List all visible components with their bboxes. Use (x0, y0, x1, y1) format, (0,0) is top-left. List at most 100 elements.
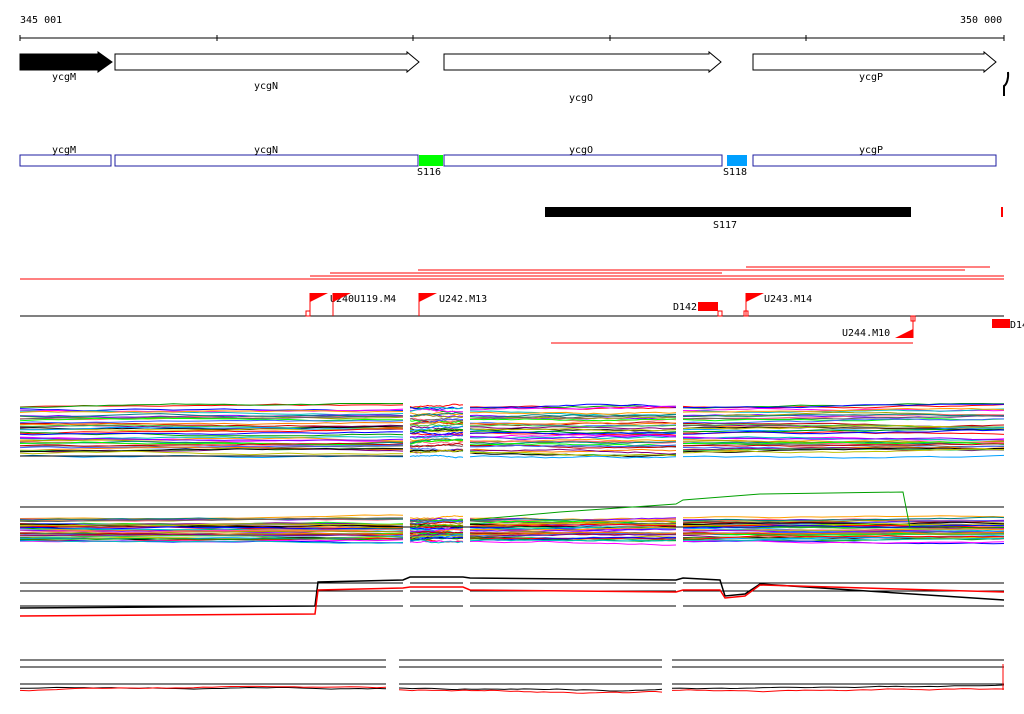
expression-trace (409, 403, 463, 408)
gene-ycgP[interactable]: ycgP (752, 50, 997, 83)
expression-trace (19, 533, 404, 538)
expression-trace (409, 454, 464, 459)
gene-arrow[interactable] (19, 51, 113, 73)
expression-panel-multi-2 (19, 491, 1005, 546)
expression-trace (469, 430, 677, 434)
gene-track: ycgM ycgN ycgO ycgP (19, 50, 1010, 104)
flag-icon[interactable] (419, 293, 437, 302)
gene-arrow[interactable] (752, 50, 997, 74)
expression-trace (469, 444, 677, 448)
segment-ycgM[interactable]: ycgM (19, 145, 112, 167)
expression-trace (409, 406, 463, 413)
flag-icon[interactable] (746, 293, 764, 302)
flag-base (305, 310, 311, 317)
expression-trace (682, 413, 1005, 418)
marker-d142[interactable]: D142 (673, 302, 723, 317)
marker-d14[interactable]: D14 (992, 319, 1024, 331)
expression-panel-reference-2 (19, 659, 1005, 694)
expression-trace (19, 413, 404, 418)
black-trace (671, 684, 1005, 690)
expression-trace (409, 443, 464, 448)
marker-track: U240 U119.M4 U242.M13 D142 U243.M14 (20, 293, 1024, 344)
expression-trace (469, 426, 677, 430)
flag-icon[interactable] (310, 293, 328, 302)
segment-mark-s116[interactable]: S116 (417, 155, 443, 178)
expression-trace (682, 418, 1004, 424)
marker-u243-m14[interactable]: U243.M14 (743, 293, 812, 317)
segment-box[interactable] (114, 154, 419, 167)
flag-icon[interactable] (895, 329, 913, 338)
marker-label: U119.M4 (354, 294, 396, 305)
edge-red-tick (1001, 207, 1003, 217)
expression-trace (19, 431, 404, 437)
box-base (717, 310, 723, 317)
expression-trace (682, 403, 1004, 409)
expression-trace (682, 426, 1005, 431)
segment-track: ycgM ycgN ycgO ycgP S116 S118 (19, 145, 997, 178)
expression-trace (683, 515, 1005, 519)
gene-ycgO[interactable]: ycgO (443, 50, 722, 104)
black-trace (398, 687, 663, 692)
expression-trace (409, 539, 464, 544)
flag-icon[interactable] (333, 293, 351, 302)
green-mark[interactable] (419, 155, 443, 166)
expression-trace (19, 450, 404, 456)
gene-arrow[interactable] (443, 50, 722, 74)
marker-u119-m4[interactable]: U119.M4 (332, 293, 396, 316)
expression-trace (19, 523, 404, 527)
expression-trace (19, 415, 404, 420)
expression-trace (469, 448, 677, 455)
expression-trace (682, 448, 1005, 454)
gene-ycgM[interactable]: ycgM (19, 51, 113, 83)
expression-trace (19, 427, 404, 431)
expression-trace (682, 521, 1005, 526)
expression-trace (19, 421, 404, 426)
segment-mark-label: S116 (417, 167, 441, 178)
expression-trace (469, 418, 677, 422)
expression-trace (19, 517, 403, 523)
segment-mark-s118[interactable]: S118 (723, 155, 747, 178)
expression-trace (682, 408, 1005, 414)
segment-box[interactable] (752, 154, 997, 167)
marker-label: U244.M10 (842, 328, 890, 339)
expression-trace (409, 527, 464, 530)
segment-box[interactable] (19, 154, 112, 167)
deletion-box[interactable] (698, 302, 718, 311)
expression-trace (682, 524, 1005, 529)
expression-trace (469, 455, 677, 459)
marker-label: D142 (673, 302, 697, 313)
expression-trace (409, 449, 464, 454)
expression-trace (682, 441, 1005, 445)
marker-u242-m13[interactable]: U242.M13 (418, 293, 487, 316)
expression-trace (409, 531, 464, 535)
blue-mark[interactable] (727, 155, 747, 166)
gene-arrow[interactable] (114, 50, 420, 74)
expression-trace (682, 424, 1005, 430)
gene-ycgN[interactable]: ycgN (114, 50, 420, 92)
segment-label: ycgP (859, 145, 883, 156)
expression-trace (19, 426, 404, 431)
expression-trace (469, 526, 677, 531)
expression-trace (469, 539, 677, 542)
expression-trace (469, 523, 677, 528)
marker-u244-m10[interactable]: U244.M10 (551, 315, 916, 344)
expression-trace (682, 415, 1005, 420)
expression-trace (682, 414, 1005, 420)
expression-trace (19, 444, 404, 449)
marker-u240[interactable]: U240 (305, 293, 354, 317)
deletion-box[interactable] (992, 319, 1010, 328)
flag-base (743, 310, 749, 317)
segment-ycgN[interactable]: ycgN (114, 145, 419, 167)
segment-ycgO[interactable]: ycgO (443, 145, 723, 167)
coverage-lines (20, 266, 1004, 280)
ruler-end-label: 350 000 (960, 15, 1002, 26)
expression-trace (19, 534, 404, 539)
segment-box[interactable] (443, 154, 723, 167)
segment-ycgP[interactable]: ycgP (752, 145, 997, 167)
expression-trace (470, 522, 677, 527)
expression-trace (19, 431, 404, 436)
expression-trace (469, 443, 677, 447)
flag-base (910, 315, 916, 322)
black-bar[interactable] (545, 207, 911, 217)
